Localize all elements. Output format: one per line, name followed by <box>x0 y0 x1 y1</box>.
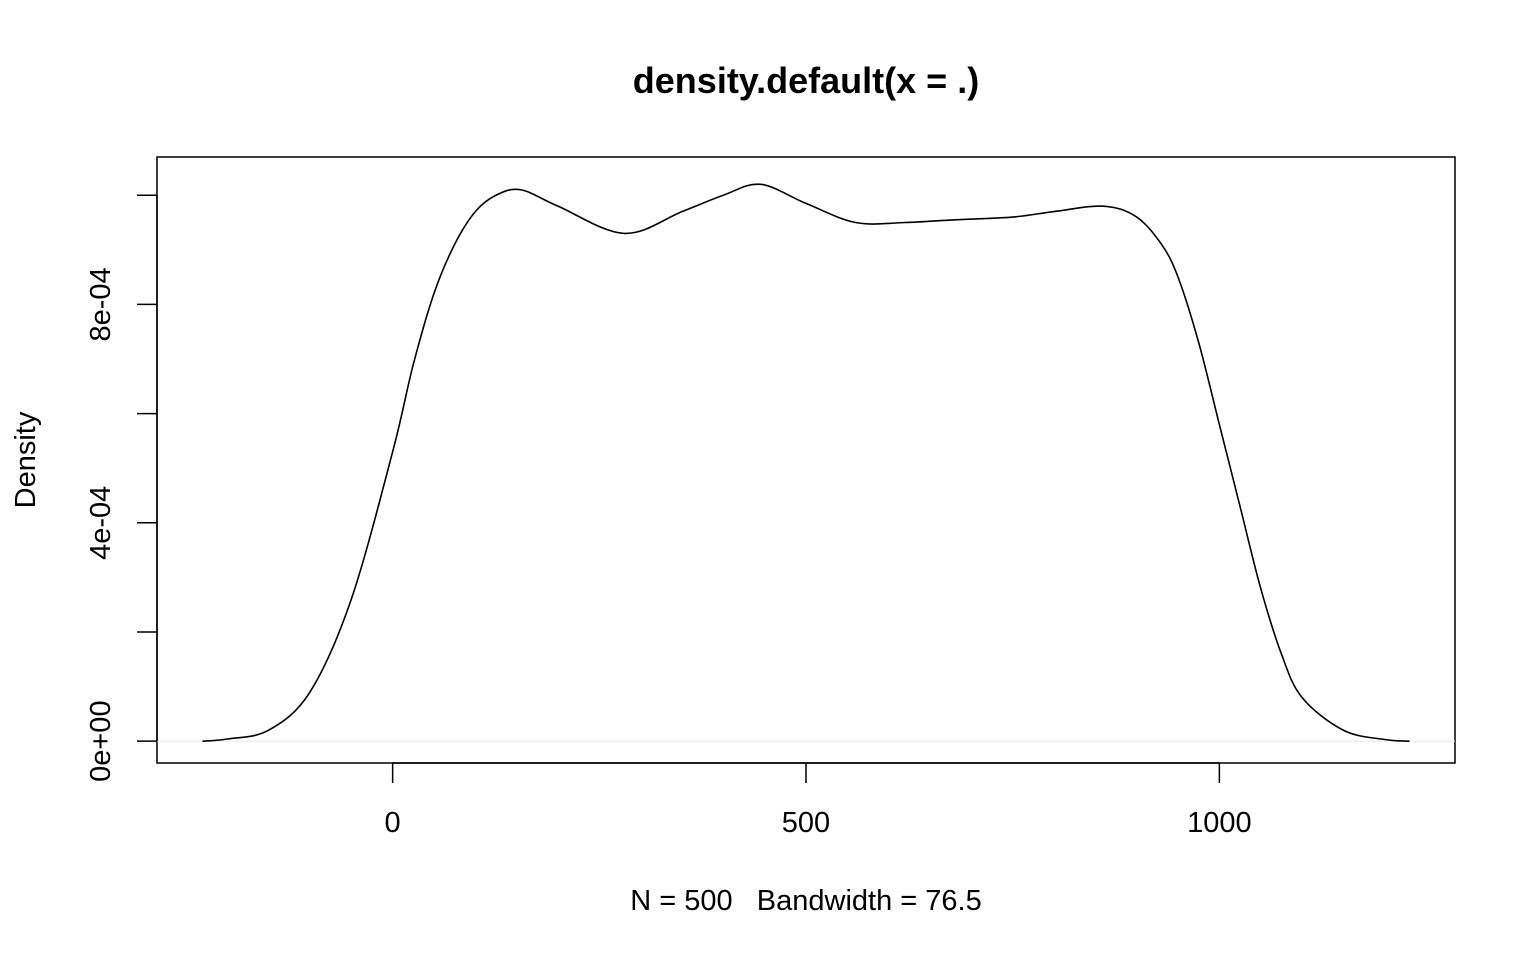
x-axis-label: N = 500 Bandwidth = 76.5 <box>630 885 981 917</box>
x-axis: 0 500 1000 <box>385 762 1252 839</box>
y-axis-label: Density <box>10 411 42 508</box>
y-tick-label: 4e-04 <box>85 486 117 560</box>
y-tick-label: 8e-04 <box>85 267 117 341</box>
x-tick-label: 500 <box>782 807 830 839</box>
y-axis: 0e+00 4e-04 8e-04 <box>85 194 158 782</box>
density-curve <box>202 183 1410 742</box>
x-tick-label: 1000 <box>1187 807 1252 839</box>
chart-title: density.default(x = .) <box>633 60 979 101</box>
y-tick-label: 0e+00 <box>85 700 117 781</box>
plot-frame <box>156 156 1456 764</box>
x-tick-label: 0 <box>385 807 401 839</box>
